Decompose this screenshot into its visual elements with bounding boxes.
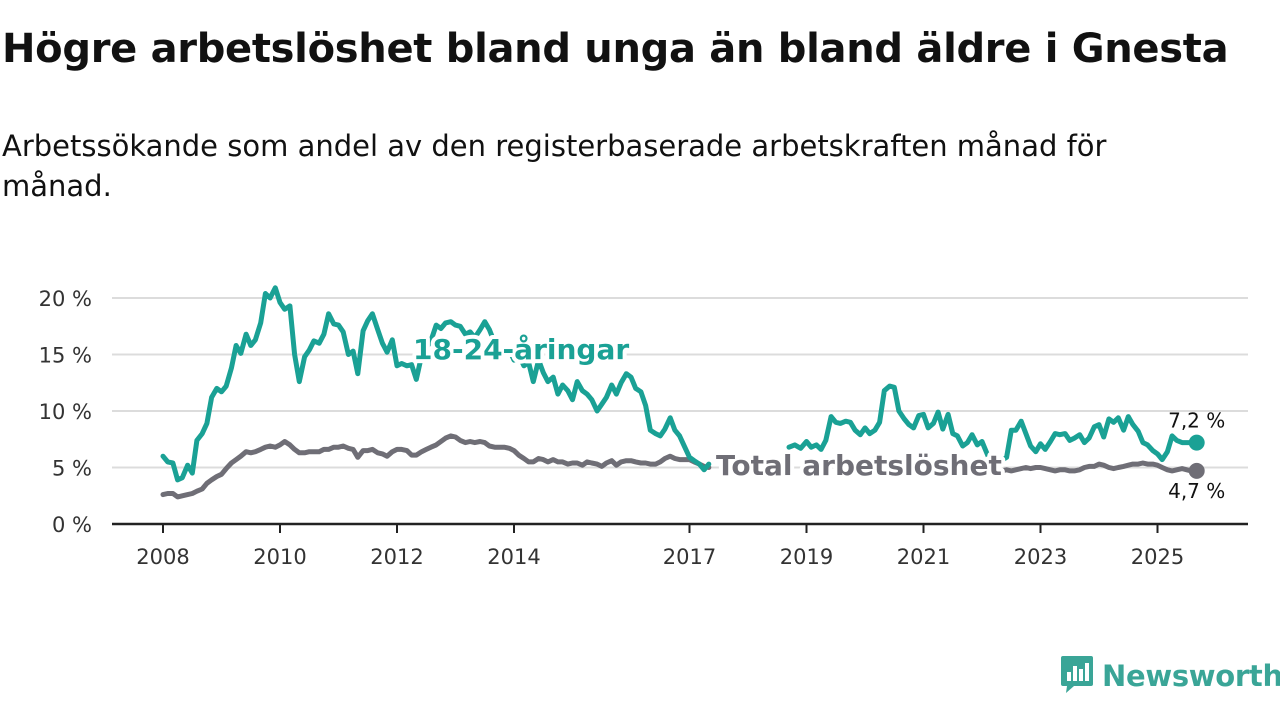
newsworthy-logo: Newsworthy [1060, 654, 1280, 698]
y-tick-label: 15 % [39, 344, 92, 368]
end-value-label: 4,7 % [1168, 479, 1225, 503]
series-lines [160, 285, 1205, 500]
end-point-marker [1188, 462, 1205, 479]
x-tick-label: 2010 [253, 545, 306, 569]
end-point-marker [1188, 434, 1205, 451]
y-tick-label: 20 % [39, 287, 92, 311]
series-labels: 7,2 % 4,7 % 18-24-åringar Total arbetslöshe… [409, 329, 1225, 503]
series-line-0 [160, 285, 1200, 483]
chart-title: Högre arbetslöshet bland unga än bland ä… [2, 26, 1229, 72]
series-line-1 [160, 433, 1200, 500]
y-tick-label: 10 % [39, 400, 92, 424]
chart-subtitle: Arbetssökande som andel av den registerb… [2, 129, 1107, 203]
x-axis-ticks: 2008 2010 2012 2014 2017 2019 2021 2023 2025 [136, 524, 1184, 569]
gridlines [112, 297, 1248, 526]
x-tick-label: 2021 [897, 545, 950, 569]
y-tick-label: 0 % [52, 513, 92, 537]
x-tick-label: 2023 [1014, 545, 1067, 569]
series-label: Total arbetslöshet [716, 449, 1002, 482]
x-tick-label: 2025 [1131, 545, 1184, 569]
y-tick-label: 5 % [52, 457, 92, 481]
x-tick-label: 2017 [663, 545, 716, 569]
chart-logo-icon [1060, 654, 1094, 698]
x-tick-label: 2019 [780, 545, 833, 569]
end-value-label: 7,2 % [1168, 409, 1225, 433]
x-tick-label: 2008 [136, 545, 189, 569]
series-label: 18-24-åringar [413, 333, 629, 366]
brand-name: Newsworthy [1102, 659, 1280, 693]
x-tick-label: 2014 [487, 545, 540, 569]
x-tick-label: 2012 [370, 545, 423, 569]
y-axis-ticks: 0 % 5 % 10 % 15 % 20 % [39, 287, 92, 537]
